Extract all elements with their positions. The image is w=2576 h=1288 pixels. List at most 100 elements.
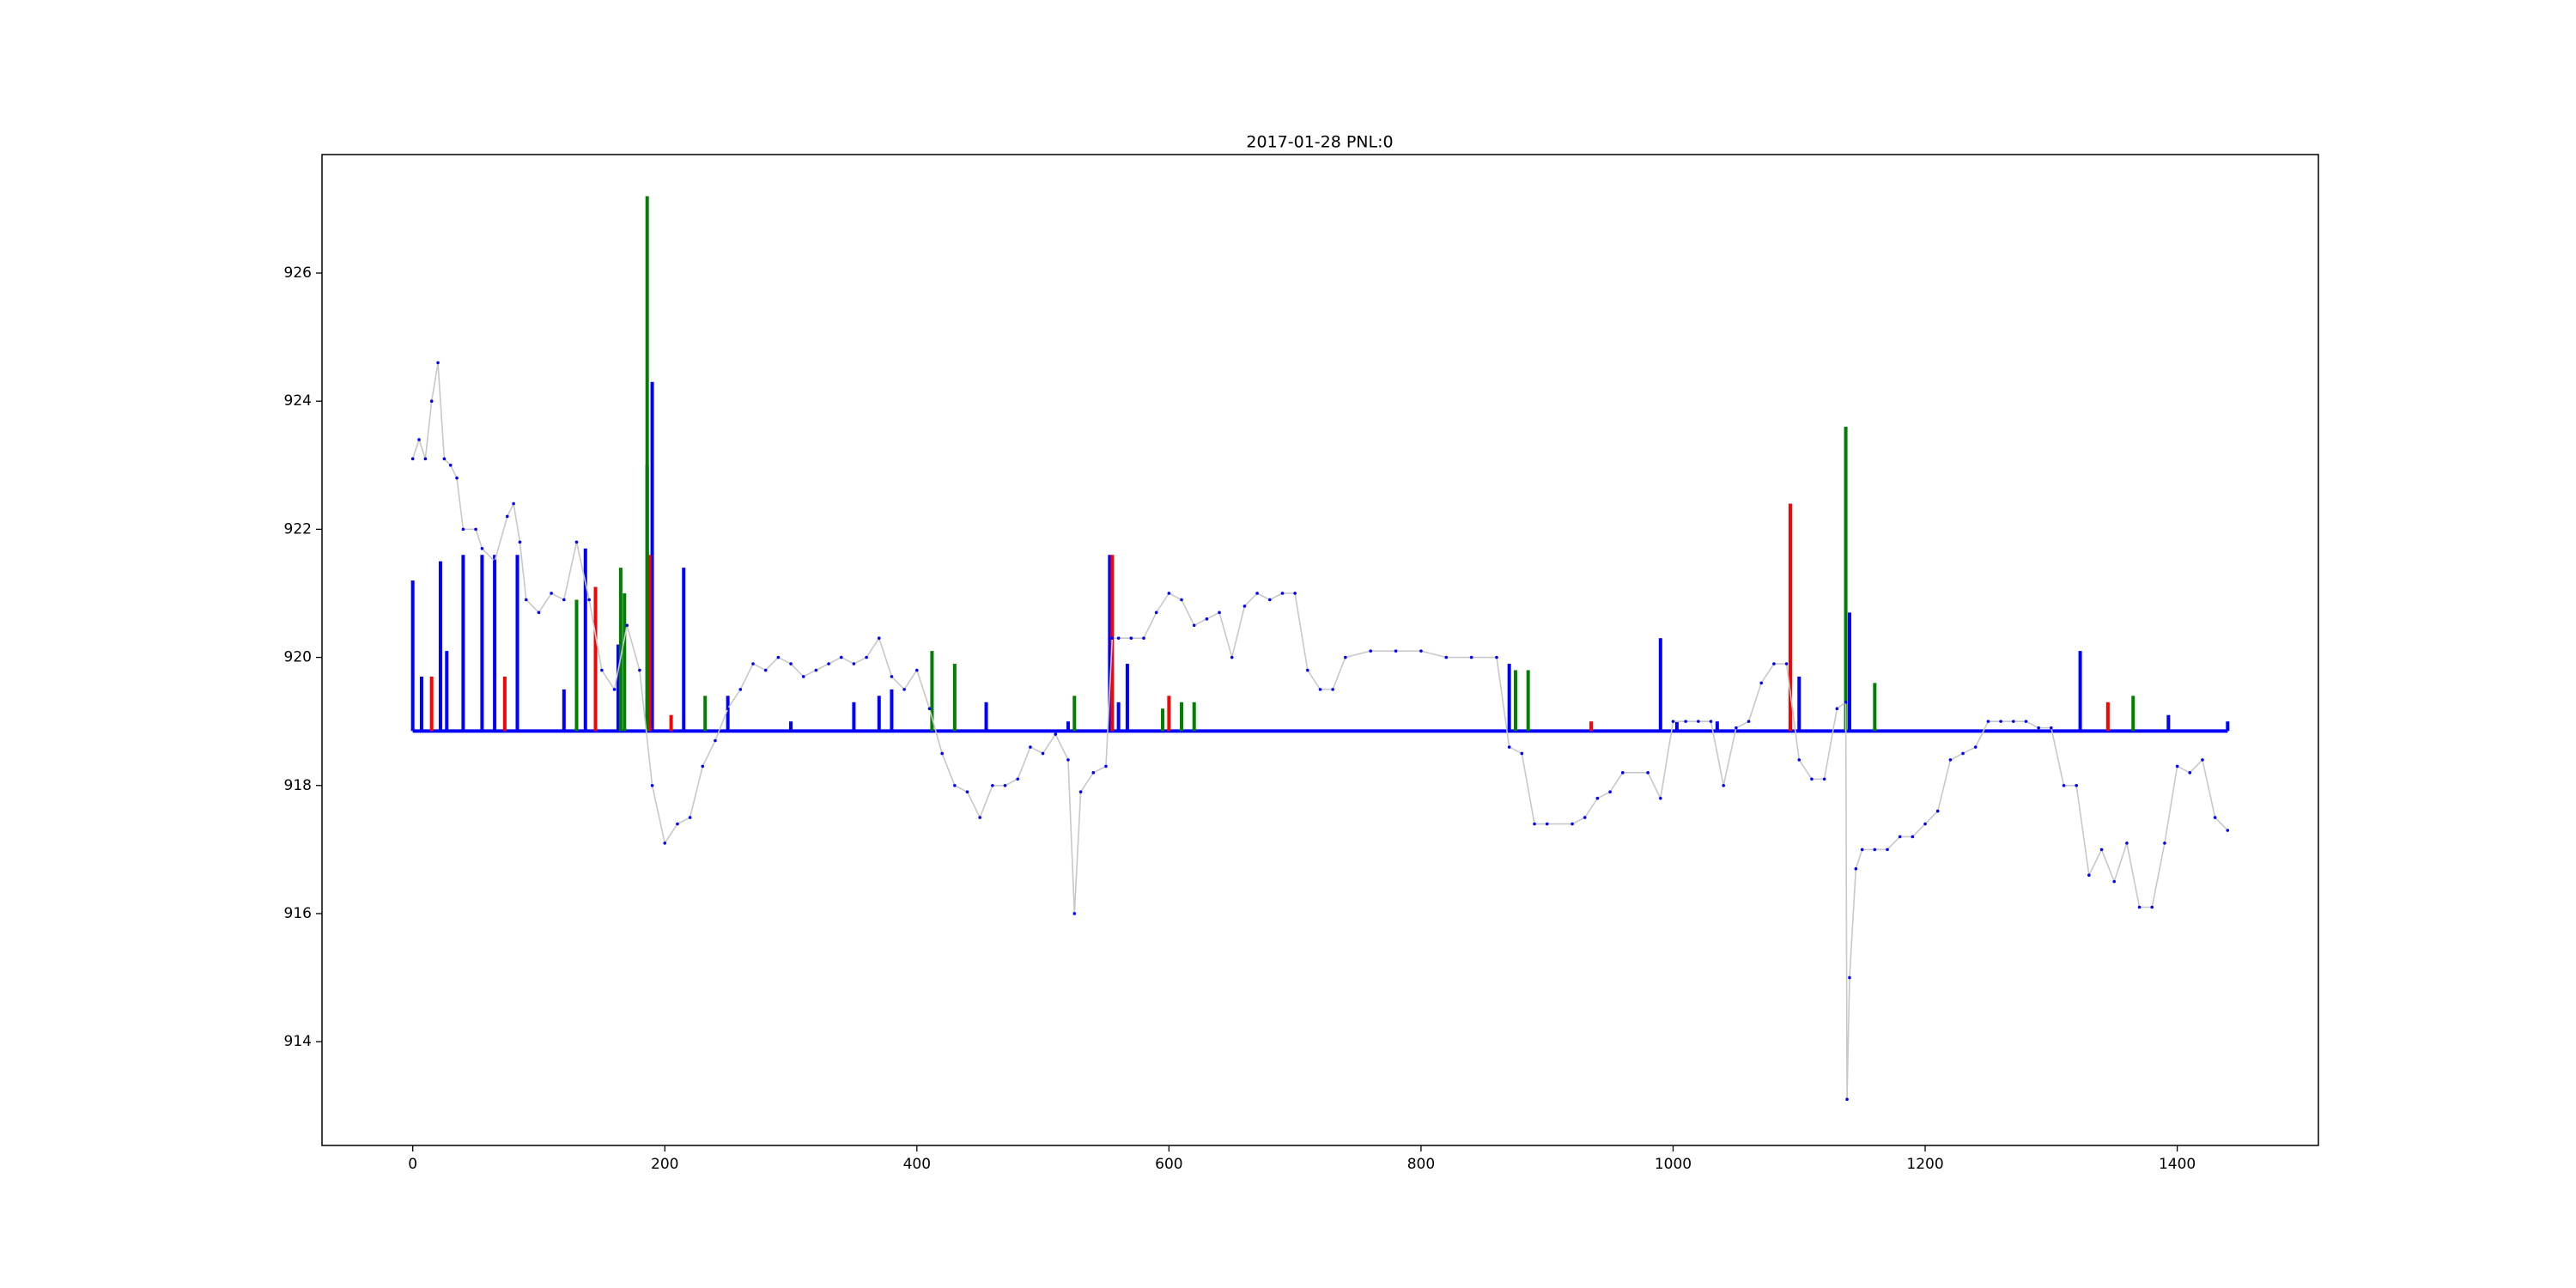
price-marker <box>1844 700 1848 704</box>
price-marker <box>480 546 484 550</box>
price-marker <box>1822 777 1826 781</box>
price-marker <box>1129 636 1133 640</box>
price-marker <box>1041 751 1045 756</box>
volume-bar <box>890 689 894 732</box>
price-marker <box>2137 905 2142 909</box>
price-marker <box>1104 764 1108 769</box>
x-tick-label: 800 <box>1407 1156 1435 1173</box>
price-marker <box>1759 681 1764 685</box>
plot-frame <box>321 154 2319 1146</box>
price-marker <box>1873 848 1877 852</box>
price-marker <box>1961 751 1965 756</box>
price-marker <box>1935 809 1940 813</box>
volume-bar <box>502 676 507 732</box>
price-marker <box>1886 848 1889 852</box>
price-marker <box>1646 771 1649 775</box>
price-marker <box>1784 662 1789 665</box>
price-marker <box>512 501 515 506</box>
price-marker <box>1016 777 1020 781</box>
price-marker <box>574 540 579 544</box>
price-marker <box>410 457 415 461</box>
price-marker <box>1255 592 1259 595</box>
price-marker <box>1860 848 1864 852</box>
price-marker <box>877 636 881 640</box>
price-marker <box>953 783 957 787</box>
price-marker <box>1003 783 1007 787</box>
price-marker <box>550 592 553 595</box>
y-tick-label: 916 <box>284 905 312 922</box>
price-marker <box>827 662 830 665</box>
price-marker <box>1973 745 1978 749</box>
price-marker <box>1709 720 1713 723</box>
price-marker <box>839 655 843 659</box>
price-marker <box>1306 668 1309 672</box>
x-tick-label: 200 <box>651 1156 678 1173</box>
volume-bar <box>1715 721 1719 732</box>
price-marker <box>1854 866 1858 871</box>
volume-bar <box>877 696 881 732</box>
price-marker <box>688 816 692 819</box>
volume-bar <box>669 714 673 732</box>
x-tick-label: 1000 <box>1655 1156 1692 1173</box>
price-marker <box>1659 796 1662 800</box>
price-marker <box>1911 835 1915 839</box>
price-marker <box>789 662 793 665</box>
price-marker <box>1116 636 1121 640</box>
price-marker <box>493 559 496 563</box>
price-marker <box>1545 822 1549 826</box>
volume-bar <box>1161 708 1165 732</box>
price-marker <box>701 764 705 769</box>
volume-bar <box>438 561 442 732</box>
volume-bar <box>1192 702 1196 732</box>
volume-bar <box>1788 503 1792 732</box>
price-marker <box>1344 655 1347 659</box>
price-marker <box>2175 764 2179 769</box>
price-marker <box>865 655 868 659</box>
price-marker <box>1507 745 1511 749</box>
price-marker <box>1293 592 1297 595</box>
volume-bar <box>682 568 686 732</box>
price-marker <box>625 623 629 628</box>
price-marker <box>965 790 969 794</box>
price-marker <box>1318 688 1322 691</box>
volume-bar <box>1066 721 1070 732</box>
volume-bar <box>1526 670 1530 732</box>
price-marker <box>650 783 654 787</box>
price-marker <box>612 688 617 691</box>
price-marker <box>738 688 743 691</box>
price-marker <box>1608 790 1612 794</box>
price-marker <box>600 668 604 672</box>
volume-bar <box>2105 702 2110 732</box>
price-marker <box>1520 751 1524 756</box>
x-tick-label: 1200 <box>1906 1156 1943 1173</box>
price-marker <box>1142 636 1145 640</box>
price-marker <box>2163 841 2166 845</box>
price-marker <box>436 361 440 365</box>
price-marker <box>1066 758 1070 762</box>
volume-bar <box>1658 638 1662 732</box>
price-marker <box>776 655 781 659</box>
price-marker <box>2075 783 2078 787</box>
volume-bar <box>647 555 652 732</box>
price-marker <box>1835 707 1839 711</box>
price-marker <box>1797 758 1801 762</box>
price-marker <box>2226 829 2230 832</box>
price-marker <box>461 527 465 532</box>
price-marker <box>1154 611 1158 615</box>
price-marker <box>2011 720 2015 723</box>
price-marker <box>2062 783 2066 787</box>
price-marker <box>1620 771 1625 775</box>
price-marker <box>638 668 641 672</box>
volume-bar <box>1167 696 1171 732</box>
volume-bar <box>461 555 465 732</box>
price-marker <box>1230 655 1234 659</box>
volume-bar <box>1108 555 1112 732</box>
volume-bar <box>789 721 793 732</box>
volume-bar <box>1180 702 1184 732</box>
price-line <box>411 362 2228 1100</box>
price-marker <box>676 822 679 826</box>
y-tick-label: 926 <box>284 264 312 282</box>
y-tick-label: 918 <box>284 777 312 794</box>
price-marker <box>801 675 805 678</box>
